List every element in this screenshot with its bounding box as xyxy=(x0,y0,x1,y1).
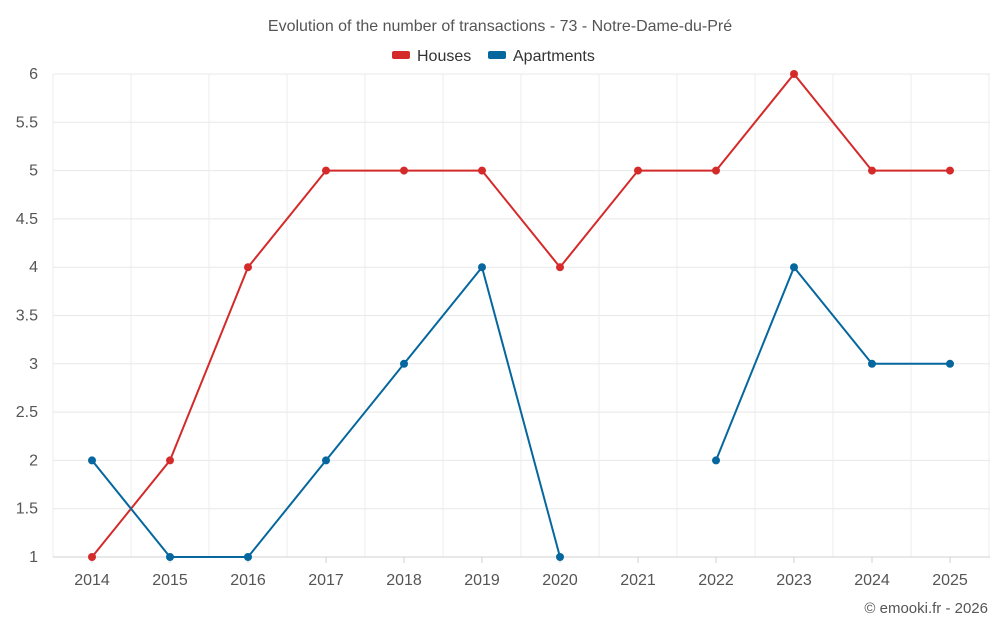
y-tick-label: 3 xyxy=(29,356,38,373)
y-tick-label: 1.5 xyxy=(16,501,38,518)
apartments-point[interactable] xyxy=(556,553,564,561)
x-tick-label: 2025 xyxy=(932,572,968,589)
x-tick-label: 2021 xyxy=(620,572,656,589)
x-tick-label: 2017 xyxy=(308,572,344,589)
series-layer xyxy=(88,70,954,561)
houses-point[interactable] xyxy=(634,166,642,175)
apartments-point[interactable] xyxy=(88,456,96,465)
houses-point[interactable] xyxy=(478,166,486,175)
y-tick-label: 3.5 xyxy=(16,308,38,325)
x-tick-label: 2018 xyxy=(386,572,422,589)
legend-item-houses[interactable]: Houses xyxy=(392,48,471,65)
houses-point[interactable] xyxy=(712,166,720,175)
apartments-point[interactable] xyxy=(322,456,330,465)
houses-point[interactable] xyxy=(322,166,330,175)
houses-point[interactable] xyxy=(556,263,564,272)
apartments-point[interactable] xyxy=(244,553,252,561)
x-tick-label: 2014 xyxy=(74,572,110,589)
apartments-series-line xyxy=(715,266,950,461)
houses-series-line xyxy=(91,73,950,558)
apartments-point[interactable] xyxy=(478,263,486,272)
houses-point[interactable] xyxy=(946,166,954,175)
legend-label: Houses xyxy=(417,48,471,65)
apartments-point[interactable] xyxy=(946,359,954,368)
apartments-point[interactable] xyxy=(712,456,720,465)
y-tick-label: 4.5 xyxy=(16,211,38,228)
x-tick-label: 2020 xyxy=(542,572,578,589)
houses-point[interactable] xyxy=(88,553,96,561)
x-tick-label: 2015 xyxy=(152,572,188,589)
x-tick-label: 2024 xyxy=(854,572,890,589)
apartments-point[interactable] xyxy=(790,263,798,272)
y-tick-label: 4 xyxy=(29,259,38,276)
chart-title: Evolution of the number of transactions … xyxy=(268,18,732,35)
x-tick-label: 2023 xyxy=(776,572,812,589)
legend-item-apartments[interactable]: Apartments xyxy=(488,48,595,65)
y-tick-label: 2.5 xyxy=(16,404,38,421)
grid xyxy=(52,73,990,558)
legend-swatch xyxy=(392,51,410,59)
x-tick-label: 2019 xyxy=(464,572,500,589)
y-tick-label: 2 xyxy=(29,452,38,469)
x-tick-label: 2022 xyxy=(698,572,734,589)
y-tick-label: 5 xyxy=(29,163,38,180)
apartments-point[interactable] xyxy=(166,553,174,561)
legend-label: Apartments xyxy=(513,48,595,65)
x-tick-label: 2016 xyxy=(230,572,266,589)
houses-point[interactable] xyxy=(400,166,408,175)
y-tick-label: 6 xyxy=(29,66,38,83)
houses-point[interactable] xyxy=(790,70,798,78)
houses-point[interactable] xyxy=(244,263,252,272)
credit-text: © emooki.fr - 2026 xyxy=(864,600,988,617)
apartments-point[interactable] xyxy=(868,359,876,368)
y-tick-label: 1 xyxy=(29,549,38,566)
y-tick-label: 5.5 xyxy=(16,114,38,131)
axes: 1 1.5 2 2.5 3 3.5 4 4.5 5 5.5 6 2014 2015 2016 2017 201… xyxy=(16,66,990,589)
houses-point[interactable] xyxy=(868,166,876,175)
legend-swatch xyxy=(488,51,506,59)
houses-point[interactable] xyxy=(166,456,174,465)
apartments-point[interactable] xyxy=(400,359,408,368)
legend[interactable]: Houses Apartments xyxy=(392,48,595,65)
